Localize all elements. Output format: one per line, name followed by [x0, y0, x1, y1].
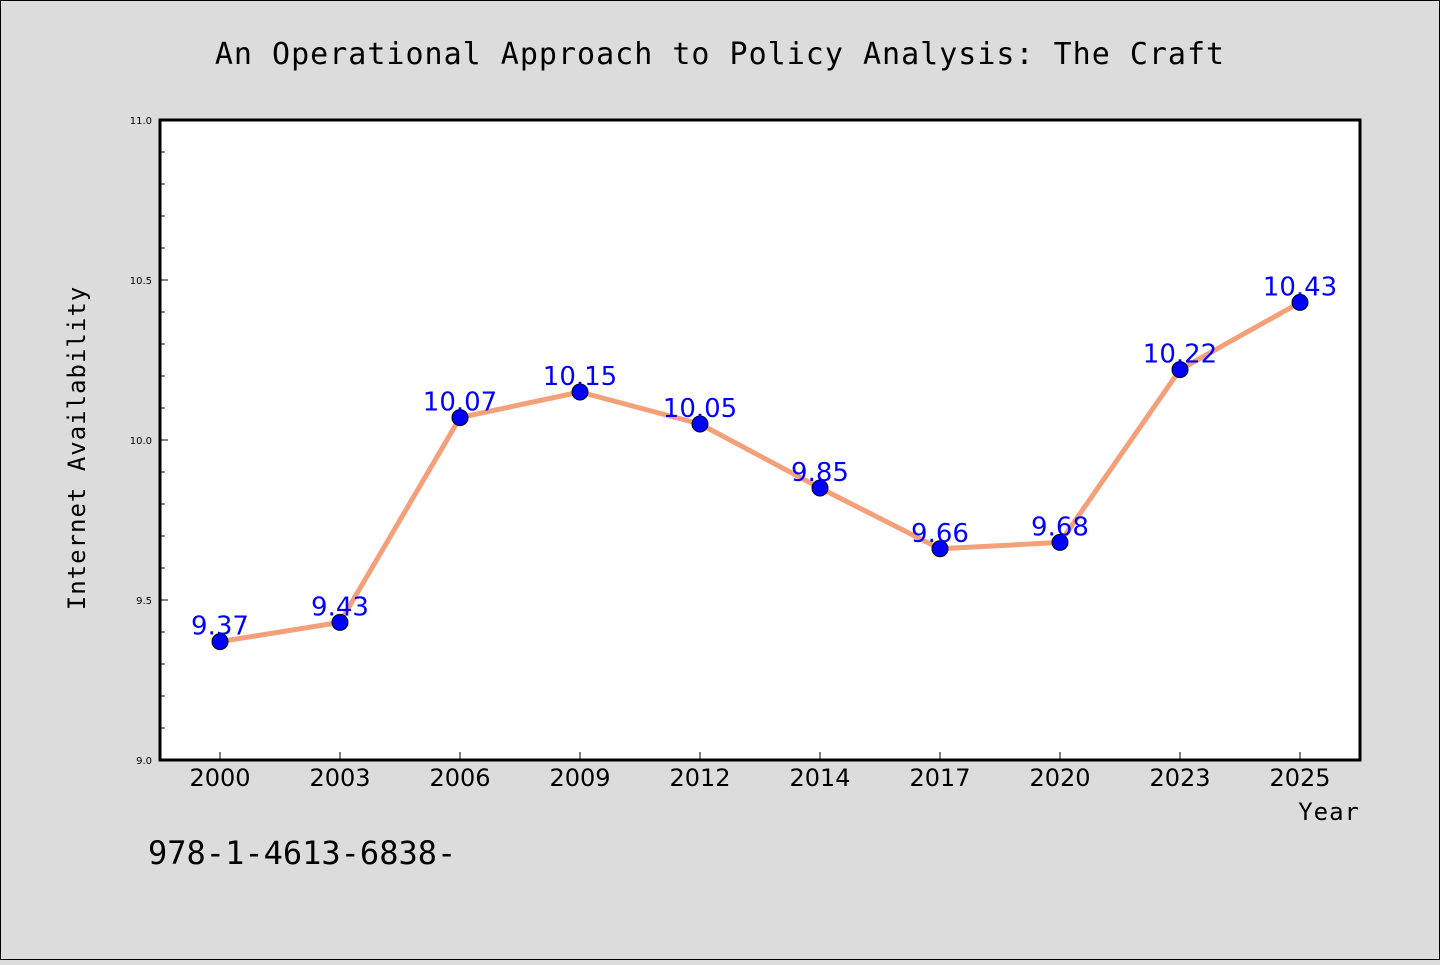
data-point: [571, 383, 589, 401]
x-tick-label: 2009: [549, 764, 610, 792]
footer-isbn: 978-1-4613-6838-: [148, 834, 456, 872]
x-tick-label: 2003: [309, 764, 370, 792]
data-point: [1051, 533, 1069, 551]
data-label: 10.43: [1263, 272, 1337, 302]
data-point: [331, 613, 349, 631]
y-tick-label: 9.5: [136, 596, 152, 607]
x-tick-label: 2012: [669, 764, 730, 792]
data-point: [211, 633, 229, 651]
data-label: 9.66: [911, 519, 969, 549]
x-axis-label: Year: [1298, 798, 1360, 826]
data-label: 9.43: [311, 592, 369, 622]
x-axis: 2000 2003 2006 2009 2012 2014 2017 2020 2023 2025: [189, 752, 1331, 792]
series-line: [217, 299, 1303, 645]
x-tick-label: 2014: [789, 764, 850, 792]
data-label: 10.22: [1143, 340, 1217, 370]
data-label: 9.37: [191, 612, 249, 642]
x-tick-label: 2020: [1029, 764, 1090, 792]
x-tick-label: 2000: [189, 764, 250, 792]
data-label: 10.15: [543, 362, 617, 392]
data-label: 10.05: [663, 394, 737, 424]
x-tick-label: 2006: [429, 764, 490, 792]
x-tick-label: 2023: [1149, 764, 1210, 792]
y-axis-label: Internet Availability: [63, 286, 91, 610]
y-tick-label: 9.0: [136, 756, 152, 767]
data-point: [1171, 361, 1189, 379]
data-label: 10.07: [423, 388, 497, 418]
data-markers: [211, 293, 1309, 651]
x-tick-label: 2025: [1269, 764, 1330, 792]
data-point: [931, 540, 949, 558]
x-tick-label: 2017: [909, 764, 970, 792]
plot-frame: [158, 118, 1362, 762]
data-point: [1291, 293, 1309, 311]
data-label: 9.68: [1031, 512, 1089, 542]
chart-title: An Operational Approach to Policy Analys…: [215, 37, 1225, 72]
data-labels: 9.37 9.43 10.07 10.15 10.05 9.85 9.66 9.68 10.22…: [191, 272, 1337, 641]
data-point: [451, 409, 469, 427]
data-point: [691, 415, 709, 433]
data-label: 9.85: [791, 458, 849, 488]
y-tick-label: 10.5: [130, 276, 152, 287]
plot-area: [160, 120, 1360, 760]
data-point: [811, 479, 829, 497]
y-tick-label: 11.0: [130, 116, 152, 127]
y-tick-label: 10.0: [130, 436, 152, 447]
